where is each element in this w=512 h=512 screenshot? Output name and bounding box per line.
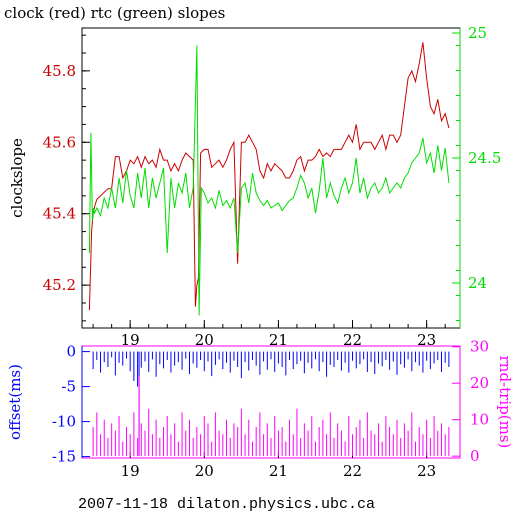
bottom-right-tick-label: 10 xyxy=(470,411,489,429)
top-left-axis: 45.2 45.4 45.6 45.8 xyxy=(43,34,90,322)
footer-caption: 2007-11-18 dilaton.physics.ubc.ca xyxy=(78,496,375,512)
bottom-x-tick-label: 19 xyxy=(121,462,140,480)
bottom-right-tick-label: 0 xyxy=(470,447,480,465)
bottom-right-axis: 30 20 10 0 xyxy=(452,338,489,465)
top-right-tick-label: 25 xyxy=(468,24,487,42)
top-left-tick-label: 45.8 xyxy=(43,62,76,80)
bottom-right-tick-label: 20 xyxy=(470,374,489,392)
bottom-series-group xyxy=(92,351,450,457)
bottom-left-tick-label: -15 xyxy=(52,448,76,466)
top-y-axis-label: clockslope xyxy=(8,138,26,218)
top-x-tick-label: 22 xyxy=(343,331,362,349)
bottom-x-tick-label: 22 xyxy=(343,462,362,480)
bottom-x-tick-label: 23 xyxy=(417,462,436,480)
top-left-tick-label: 45.2 xyxy=(43,276,76,294)
top-right-axis: 24 24.5 25 xyxy=(452,24,501,328)
bottom-left-tick-label: -5 xyxy=(61,378,76,396)
clock-series-line xyxy=(88,42,450,311)
bottom-left-tick-label: 0 xyxy=(66,343,76,361)
top-x-axis: 19 20 21 22 23 xyxy=(92,320,446,349)
bottom-x-tick-label: 20 xyxy=(195,462,214,480)
bottom-left-tick-label: -10 xyxy=(52,413,76,431)
top-left-tick-label: 45.6 xyxy=(43,133,76,151)
top-series-group xyxy=(88,42,450,316)
bottom-y2-axis-label: rnd-trip(ms) xyxy=(496,356,512,449)
top-left-tick-label: 45.4 xyxy=(43,205,76,223)
bottom-y-axis-label: offset(ms) xyxy=(6,364,24,440)
bottom-x-tick-label: 21 xyxy=(269,462,288,480)
top-x-tick-label: 19 xyxy=(121,331,140,349)
rtc-series-line xyxy=(88,45,450,316)
top-x-tick-label: 23 xyxy=(417,331,436,349)
bottom-right-tick-label: 30 xyxy=(470,338,489,356)
chart-title: clock (red) rtc (green) slopes xyxy=(4,4,225,22)
top-right-tick-label: 24 xyxy=(468,274,487,292)
bottom-x-axis: 19 20 21 22 23 xyxy=(121,452,436,480)
top-x-tick-label: 21 xyxy=(269,331,288,349)
bottom-left-axis: 0 -5 -10 -15 xyxy=(52,343,90,466)
top-x-tick-label: 20 xyxy=(195,331,214,349)
top-right-tick-label: 24.5 xyxy=(468,149,501,167)
